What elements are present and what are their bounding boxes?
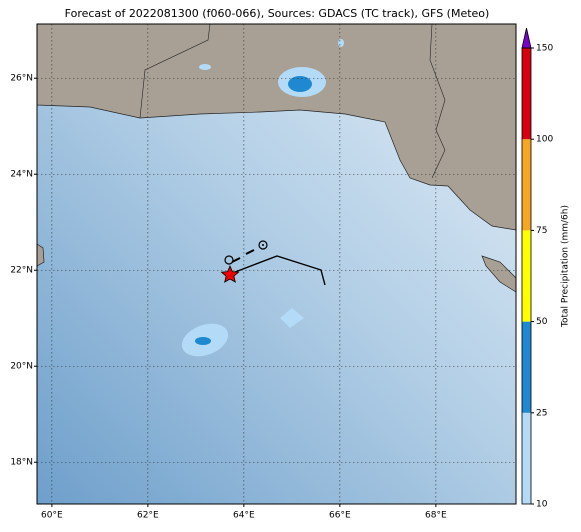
y-tick-label: 20°N <box>10 362 33 372</box>
precip-area <box>199 64 211 70</box>
colorbar-label: Total Precipitation (mm/6h) <box>561 205 571 328</box>
y-tick-label: 24°N <box>10 170 33 180</box>
x-tick-label: 68°E <box>425 511 447 521</box>
colorbar-segment <box>522 230 531 322</box>
land <box>37 243 45 267</box>
precip-area <box>288 76 312 92</box>
tc-position <box>262 244 264 246</box>
border <box>139 24 446 179</box>
colorbar-tick-label: 10 <box>536 500 548 510</box>
map-area <box>37 24 516 504</box>
precip-area <box>280 308 304 328</box>
y-tick-label: 18°N <box>10 458 33 468</box>
x-tick-label: 66°E <box>329 511 351 521</box>
colorbar-tick-label: 75 <box>536 226 547 236</box>
colorbar: 10 25 50 75 100 150 Total Precipitation (mm/6h… <box>521 27 571 510</box>
colorbar-segment <box>522 412 531 504</box>
precip-area <box>338 39 344 47</box>
land <box>481 255 516 293</box>
colorbar-tick-label: 100 <box>536 135 553 145</box>
y-tick-label: 26°N <box>10 74 33 84</box>
map-title: Forecast of 2022081300 (f060-066), Sourc… <box>65 7 490 20</box>
precip-area <box>195 337 211 345</box>
grid <box>37 24 516 504</box>
map-frame <box>36 23 517 505</box>
colorbar-frame <box>521 47 532 505</box>
colorbar-segment <box>522 321 531 413</box>
colorbar-tick-label: 50 <box>536 317 548 327</box>
tc-position <box>224 255 234 265</box>
tc-track <box>229 255 326 286</box>
y-tick-label: 22°N <box>10 266 33 276</box>
colorbar-extend <box>521 27 532 49</box>
colorbar-segment <box>522 139 531 231</box>
colorbar-segment <box>522 48 531 140</box>
x-tick-label: 62°E <box>137 511 159 521</box>
tc-position <box>258 240 268 250</box>
colorbar-tick-label: 25 <box>536 408 547 418</box>
x-tick-label: 64°E <box>233 511 255 521</box>
x-tick-label: 60°E <box>41 511 63 521</box>
tc-current-position <box>220 264 240 283</box>
land <box>37 24 516 231</box>
colorbar-tick-label: 150 <box>536 44 553 54</box>
